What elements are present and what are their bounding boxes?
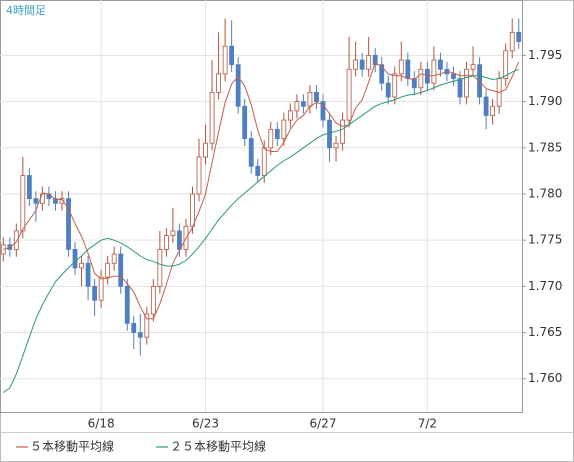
- y-tick-label: 1.775: [528, 233, 562, 247]
- candle-body: [40, 193, 45, 204]
- candle-body: [209, 91, 215, 144]
- candle-body: [163, 235, 169, 250]
- candle-body: [353, 59, 359, 70]
- candle-body: [255, 165, 261, 176]
- candle-body: [216, 73, 221, 93]
- legend-label: ２５本移動平均線: [170, 439, 266, 454]
- candle-body: [333, 142, 339, 149]
- y-tick-label: 1.785: [528, 140, 562, 154]
- candle-body: [222, 45, 228, 75]
- candle-body: [203, 142, 208, 158]
- candle-body: [20, 175, 26, 232]
- candle-body: [307, 91, 313, 107]
- candle-body: [464, 68, 469, 98]
- candle-body: [431, 59, 437, 84]
- candle-body: [248, 138, 254, 167]
- candle-body: [268, 128, 274, 149]
- candle-body: [196, 156, 202, 195]
- candle-body: [98, 276, 104, 301]
- candle-body: [359, 59, 365, 70]
- candle-body: [137, 332, 143, 338]
- candle-body: [470, 64, 476, 70]
- candle-body: [144, 313, 150, 338]
- ma-line: [2, 68, 519, 394]
- candle-body: [72, 249, 78, 269]
- y-tick-label: 1.780: [528, 186, 562, 200]
- candle-body: [379, 64, 385, 84]
- candle-body: [124, 285, 130, 324]
- legend-label: ５本移動平均線: [30, 439, 114, 454]
- candle-body: [294, 101, 300, 112]
- candle-body: [274, 128, 280, 139]
- candle-body: [131, 322, 137, 333]
- candle-body: [451, 73, 456, 79]
- candle-body: [301, 101, 306, 107]
- candle-body: [411, 78, 417, 89]
- candle-body: [483, 96, 489, 116]
- y-tick-label: 1.770: [528, 279, 562, 293]
- x-tick-label: 6/23: [192, 417, 219, 431]
- candle-body: [405, 59, 411, 79]
- candle-body: [261, 147, 267, 176]
- candle-body: [26, 175, 32, 200]
- candle-body: [177, 230, 182, 250]
- candle-body: [366, 55, 372, 70]
- candle-body: [150, 285, 156, 315]
- y-tick-label: 1.795: [528, 48, 562, 62]
- y-tick-label: 1.790: [528, 94, 562, 108]
- candle-body: [105, 262, 111, 278]
- candle-body: [53, 198, 58, 204]
- chart-title: 4時間足: [6, 4, 46, 17]
- candle-body: [320, 101, 326, 121]
- candle-body: [327, 119, 332, 149]
- candle-body: [33, 198, 39, 204]
- candle-body: [281, 119, 287, 139]
- x-tick-label: 6/18: [88, 417, 115, 431]
- candle-body: [314, 91, 319, 103]
- y-tick-label: 1.765: [528, 325, 562, 339]
- candle-body: [118, 253, 124, 287]
- candle-body: [242, 105, 248, 139]
- candle-body: [509, 31, 515, 52]
- candle-body: [398, 59, 404, 75]
- candle-body: [457, 78, 463, 98]
- candle-body: [170, 230, 176, 236]
- candle-body: [66, 198, 71, 250]
- candle-body: [111, 253, 117, 264]
- candle-body: [85, 262, 91, 287]
- candle-body: [516, 31, 522, 42]
- candle-body: [229, 45, 235, 66]
- candle-body: [438, 59, 443, 70]
- candle-body: [79, 262, 84, 269]
- candle-body: [13, 230, 19, 250]
- candle-body: [340, 119, 345, 144]
- candle-body: [157, 249, 163, 287]
- candle-body: [190, 193, 195, 227]
- candle-body: [490, 105, 496, 116]
- candle-body: [287, 110, 293, 121]
- y-tick-label: 1.760: [528, 371, 562, 385]
- x-tick-label: 7/2: [418, 417, 437, 431]
- candle-body: [385, 82, 391, 98]
- candle-body: [235, 64, 241, 107]
- x-tick-label: 6/27: [310, 417, 337, 431]
- candle-body: [59, 198, 65, 204]
- candle-body: [503, 50, 509, 79]
- candle-body: [346, 68, 352, 121]
- candle-body: [372, 55, 378, 66]
- candle-body: [92, 285, 98, 301]
- ma-line: [3, 61, 520, 320]
- candle-body: [418, 68, 424, 89]
- candle-body: [392, 73, 398, 98]
- plot-frame: [0, 0, 523, 413]
